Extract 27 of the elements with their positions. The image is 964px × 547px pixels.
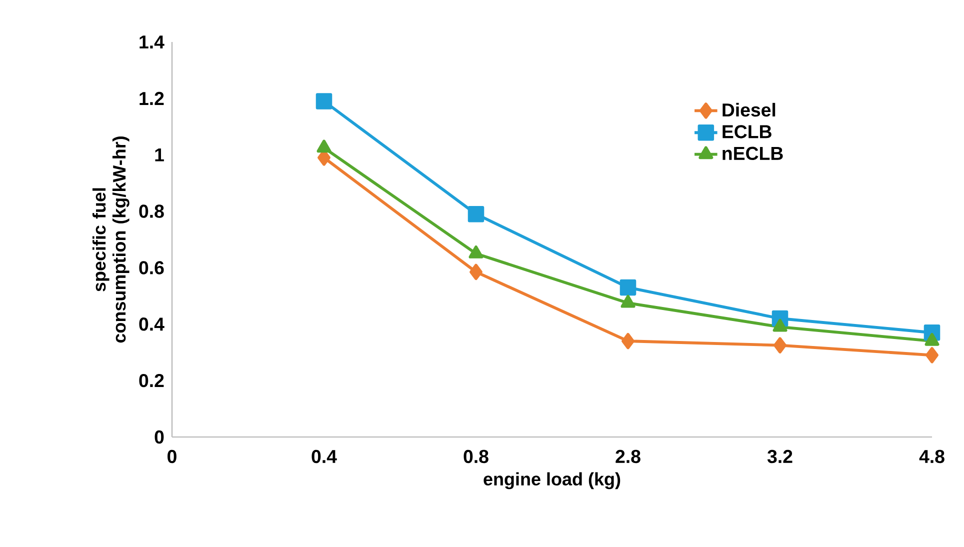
- point: [622, 332, 634, 350]
- y-tick-label: 1.4: [140, 36, 164, 48]
- point: [926, 347, 938, 364]
- x-tick-label: 0.4: [312, 450, 337, 464]
- x-tick-label: 4.8: [919, 450, 944, 464]
- x-tick-label: 3.2: [767, 450, 792, 464]
- y-tick-label: 1.2: [140, 92, 164, 105]
- legend-label: nECLB: [722, 146, 783, 160]
- point: [468, 206, 484, 222]
- x-axis-title: engine load (kg): [484, 472, 620, 490]
- y-tick-label: 0.2: [139, 374, 164, 388]
- point: [316, 93, 332, 110]
- x-tick-label: 2.8: [616, 450, 640, 464]
- point: [774, 337, 786, 354]
- x-tick-label: 0: [168, 450, 176, 464]
- y-tick-label: 1: [155, 148, 164, 162]
- y-tick-label: 0.6: [139, 261, 164, 274]
- point: [316, 140, 332, 153]
- y-tick-label: 0.8: [139, 204, 164, 218]
- y-axis-title: specific fuel consumption (kg/kW-hr): [92, 136, 130, 343]
- y-tick-label: 0: [154, 430, 164, 444]
- x-tick-label: 0.8: [464, 450, 488, 464]
- y-tick-label: 0.4: [139, 318, 164, 331]
- point: [470, 264, 482, 280]
- legend-label: ECLB: [722, 125, 772, 138]
- legend-label: Diesel: [722, 102, 776, 117]
- point: [620, 279, 636, 296]
